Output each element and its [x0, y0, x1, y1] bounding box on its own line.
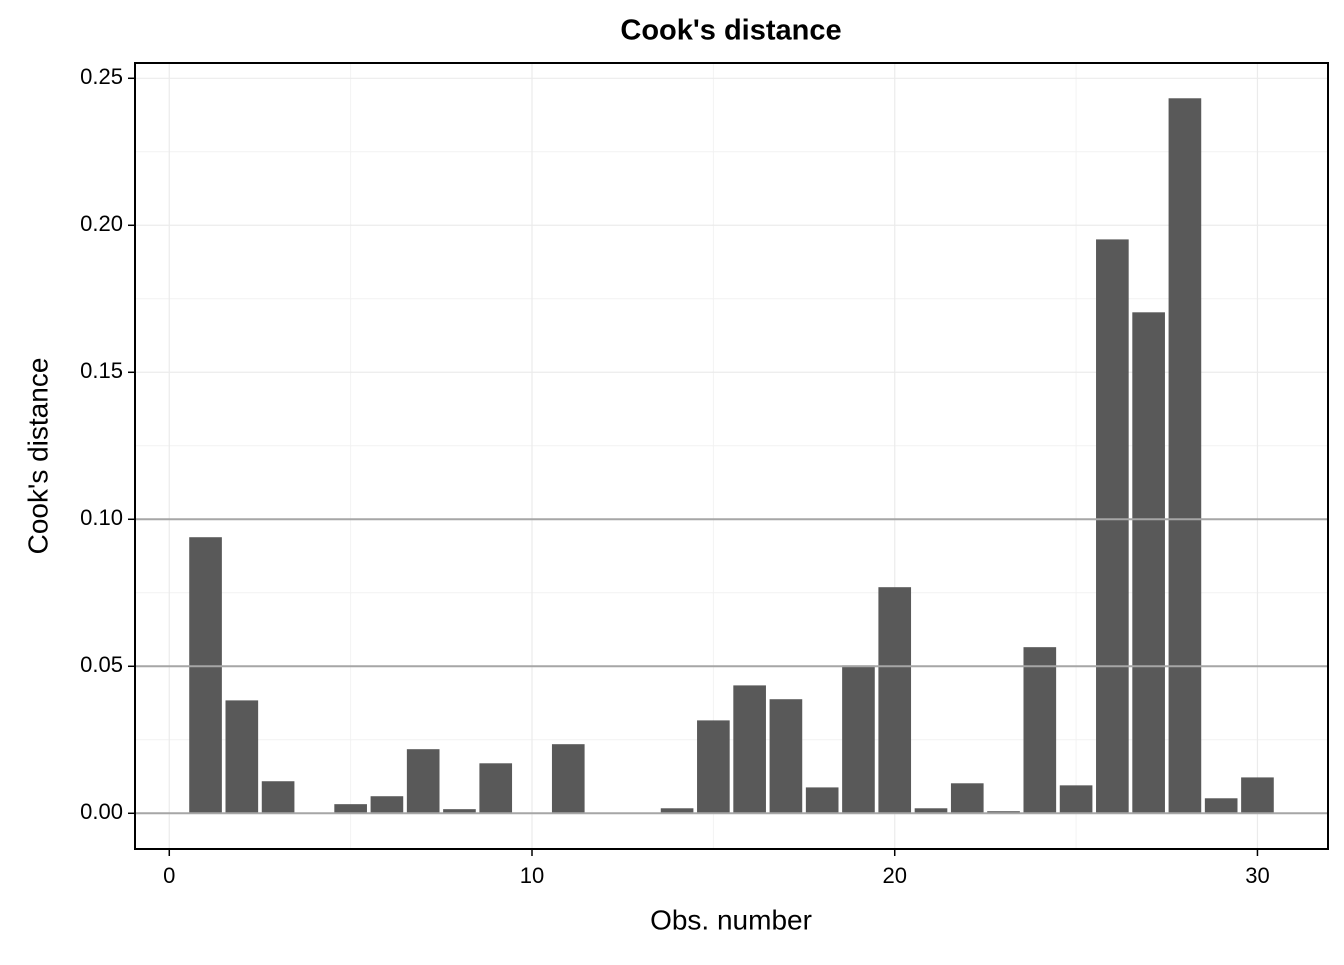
- bar: [261, 781, 295, 814]
- bar: [1023, 647, 1057, 814]
- chart-title: Cook's distance: [620, 15, 841, 47]
- bar: [842, 665, 875, 814]
- bar: [1096, 239, 1129, 814]
- bar: [225, 700, 259, 814]
- y-tick-label: 0.15: [80, 358, 123, 383]
- bar: [1204, 798, 1238, 814]
- bar: [660, 808, 694, 814]
- bar: [1168, 98, 1202, 814]
- y-tick-label: 0.25: [80, 64, 123, 89]
- y-tick-label: 0.00: [80, 799, 123, 824]
- y-tick-label: 0.20: [80, 211, 123, 236]
- bar: [697, 720, 730, 814]
- bar: [733, 685, 766, 814]
- bar: [769, 699, 803, 814]
- x-axis-title: Obs. number: [650, 904, 812, 935]
- bar: [334, 804, 367, 814]
- bar: [479, 763, 513, 814]
- x-tick-label: 0: [163, 863, 175, 888]
- bar: [1241, 777, 1274, 814]
- x-tick-label: 10: [520, 863, 544, 888]
- bar: [950, 783, 984, 814]
- y-tick-label: 0.05: [80, 652, 123, 677]
- bar: [551, 744, 585, 814]
- bar: [914, 808, 948, 814]
- bar: [189, 537, 222, 814]
- bar: [878, 587, 912, 814]
- y-tick-label: 0.10: [80, 505, 123, 530]
- bar: [1132, 312, 1165, 814]
- plot-border: [134, 62, 1329, 850]
- x-tick-label: 30: [1245, 863, 1269, 888]
- bar: [370, 796, 404, 814]
- x-tick-label: 20: [882, 863, 906, 888]
- bar: [805, 787, 839, 814]
- bar: [443, 809, 476, 814]
- bar: [987, 811, 1020, 814]
- bar: [1059, 785, 1093, 814]
- bar: [406, 749, 440, 814]
- y-axis-title: Cook's distance: [22, 358, 53, 555]
